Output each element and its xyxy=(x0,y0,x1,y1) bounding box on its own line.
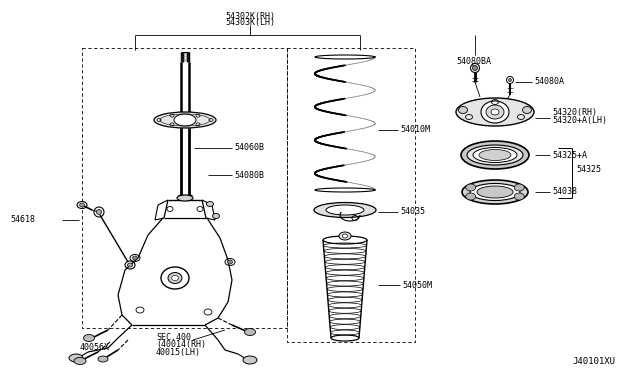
Text: 54325+A: 54325+A xyxy=(552,151,587,160)
Text: 54080A: 54080A xyxy=(534,77,564,87)
Ellipse shape xyxy=(79,203,84,207)
Ellipse shape xyxy=(515,193,524,200)
Text: 54320(RH): 54320(RH) xyxy=(552,109,597,118)
Text: 54080BA: 54080BA xyxy=(456,58,491,67)
Ellipse shape xyxy=(481,101,509,123)
Ellipse shape xyxy=(470,183,520,201)
Ellipse shape xyxy=(509,78,511,81)
Ellipse shape xyxy=(491,109,499,115)
Ellipse shape xyxy=(174,114,196,126)
Ellipse shape xyxy=(177,195,193,201)
Text: 54038: 54038 xyxy=(552,187,577,196)
Ellipse shape xyxy=(466,193,476,200)
Text: 54320+A(LH): 54320+A(LH) xyxy=(552,115,607,125)
Ellipse shape xyxy=(479,150,511,160)
Ellipse shape xyxy=(212,214,220,218)
Ellipse shape xyxy=(339,232,351,240)
Text: 54080B: 54080B xyxy=(234,170,264,180)
Ellipse shape xyxy=(461,141,529,169)
Text: 54010M: 54010M xyxy=(400,125,430,135)
Text: 54618: 54618 xyxy=(10,215,35,224)
Ellipse shape xyxy=(154,112,216,128)
Ellipse shape xyxy=(98,356,108,362)
Text: 54035: 54035 xyxy=(400,208,425,217)
Ellipse shape xyxy=(314,202,376,218)
Text: J40101XU: J40101XU xyxy=(572,357,615,366)
Ellipse shape xyxy=(83,334,95,341)
Ellipse shape xyxy=(74,357,86,365)
Ellipse shape xyxy=(477,186,513,198)
Text: (40014(RH): (40014(RH) xyxy=(156,340,206,350)
Ellipse shape xyxy=(458,106,467,113)
Ellipse shape xyxy=(172,276,179,280)
Ellipse shape xyxy=(462,180,528,204)
Ellipse shape xyxy=(486,105,504,119)
Text: 40056X: 40056X xyxy=(80,343,110,353)
Text: 54302K(RH): 54302K(RH) xyxy=(225,12,275,20)
Ellipse shape xyxy=(227,260,232,264)
Text: 54303K(LH): 54303K(LH) xyxy=(225,19,275,28)
Ellipse shape xyxy=(244,328,255,336)
Ellipse shape xyxy=(467,145,523,165)
Text: 40015(LH): 40015(LH) xyxy=(156,347,201,356)
Ellipse shape xyxy=(243,356,257,364)
Ellipse shape xyxy=(69,354,83,362)
Ellipse shape xyxy=(168,273,182,283)
Ellipse shape xyxy=(326,205,364,215)
Ellipse shape xyxy=(472,65,477,71)
Ellipse shape xyxy=(97,209,102,215)
Ellipse shape xyxy=(132,256,138,260)
Ellipse shape xyxy=(522,106,531,113)
Ellipse shape xyxy=(207,202,214,206)
Text: 54325: 54325 xyxy=(576,166,601,174)
Ellipse shape xyxy=(127,263,132,267)
Text: 54050M: 54050M xyxy=(402,280,432,289)
Ellipse shape xyxy=(342,234,348,238)
Ellipse shape xyxy=(456,98,534,126)
Text: SEC.400: SEC.400 xyxy=(156,333,191,341)
Text: 54060B: 54060B xyxy=(234,144,264,153)
Ellipse shape xyxy=(515,184,524,191)
Ellipse shape xyxy=(473,148,517,163)
Ellipse shape xyxy=(466,184,476,191)
